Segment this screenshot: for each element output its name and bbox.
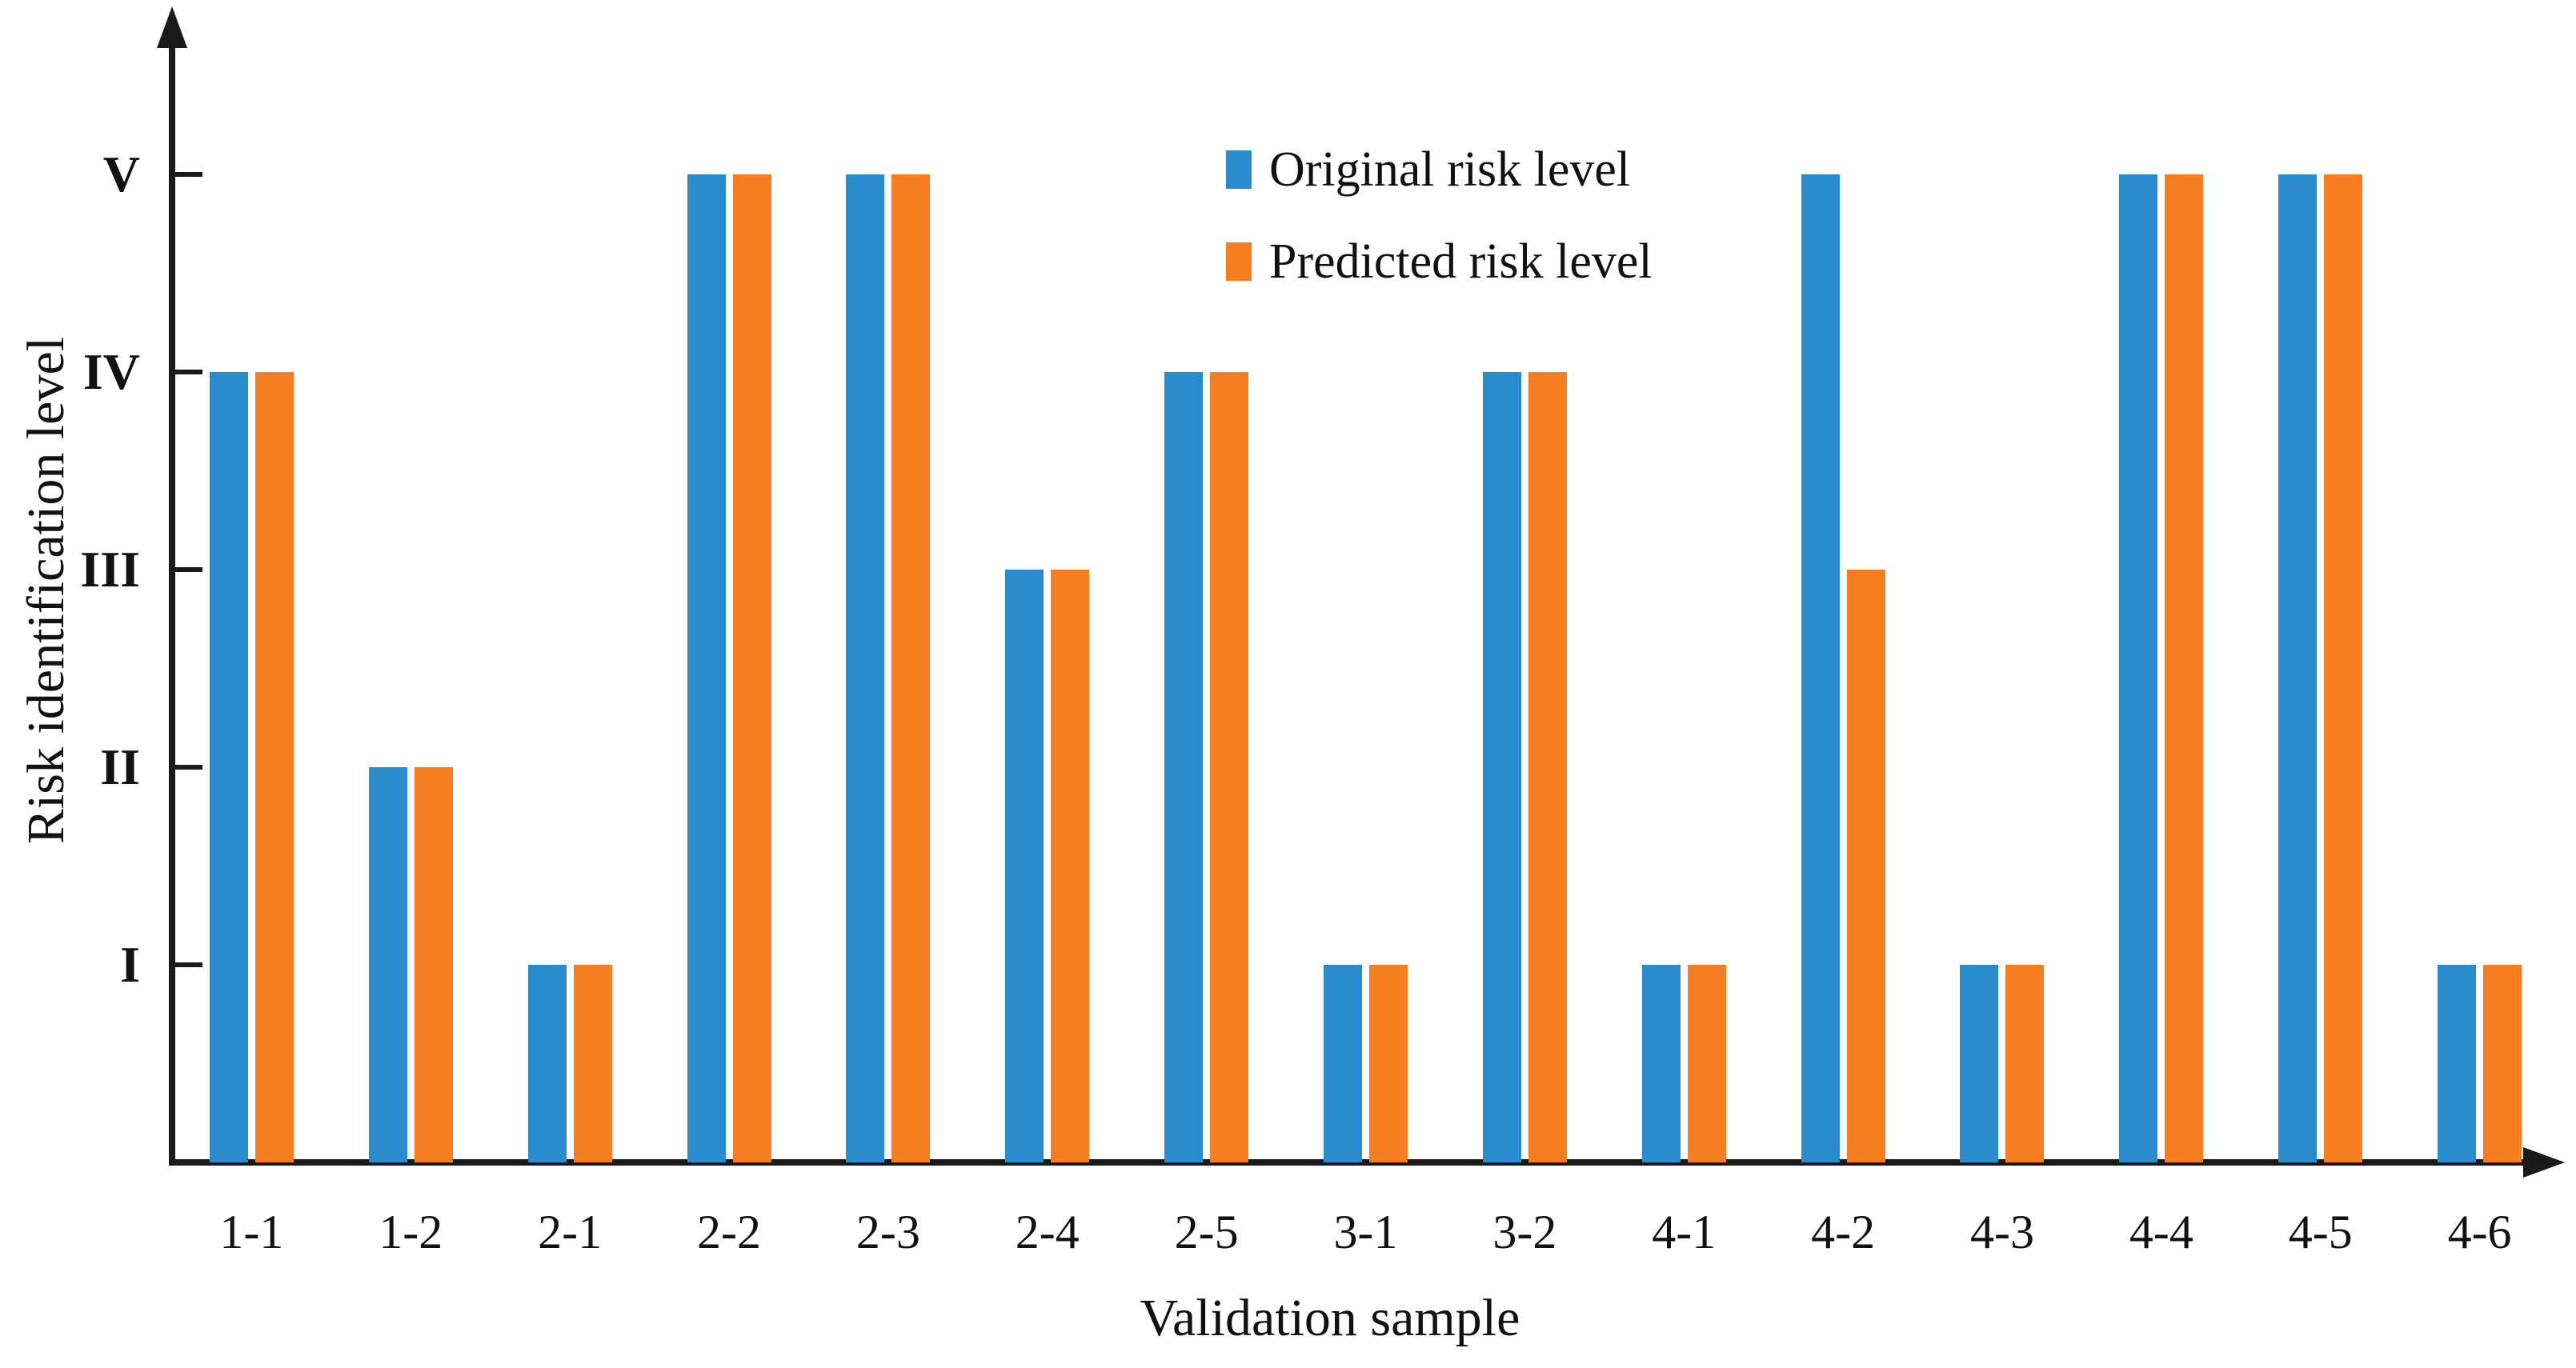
legend-label: Original risk level (1269, 142, 1631, 197)
x-tick-label: 4-3 (1969, 1206, 2034, 1258)
y-axis-tick (172, 765, 202, 770)
legend-item: Predicted risk level (1226, 234, 1882, 290)
y-tick-label: I (120, 936, 140, 993)
x-tick-label: 2-3 (855, 1206, 920, 1258)
bar-predicted-2-1 (573, 965, 612, 1162)
y-tick-label: III (80, 541, 140, 598)
bar-predicted-3-2 (1528, 372, 1567, 1162)
legend-item: Original risk level (1226, 142, 1882, 198)
legend-label: Predicted risk level (1269, 234, 1653, 289)
bar-predicted-4-5 (2324, 174, 2363, 1162)
x-tick-label: 3-1 (1333, 1206, 1398, 1258)
bar-original-2-4 (1005, 570, 1044, 1162)
x-tick-label: 2-2 (697, 1206, 762, 1258)
y-axis-tick (172, 567, 202, 572)
x-tick-label: 1-2 (379, 1206, 443, 1258)
y-axis-tick (172, 172, 202, 177)
legend: Original risk level Predicted risk level (1226, 142, 1882, 358)
bar-original-3-2 (1482, 372, 1521, 1162)
bar-original-4-1 (1641, 965, 1681, 1162)
bar-predicted-2-2 (732, 174, 771, 1162)
bar-original-4-5 (2278, 174, 2318, 1162)
bar-predicted-2-3 (891, 174, 931, 1162)
bar-predicted-3-1 (1369, 965, 1408, 1162)
bar-predicted-2-5 (1210, 372, 1249, 1162)
y-tick-label: V (102, 146, 140, 202)
bar-original-4-6 (2438, 965, 2477, 1162)
y-axis-tick (172, 962, 202, 967)
x-tick-label: 4-4 (2129, 1206, 2193, 1258)
bar-predicted-1-1 (254, 372, 294, 1162)
bar-original-4-3 (1960, 965, 1999, 1162)
bar-predicted-2-4 (1051, 570, 1090, 1162)
x-axis-arrow-icon (2523, 1147, 2565, 1178)
x-axis-line (169, 1159, 2530, 1166)
y-axis-title: Risk identification level (17, 336, 75, 845)
y-tick-label: IV (82, 343, 140, 400)
legend-swatch-predicted-icon (1226, 242, 1252, 281)
y-axis-arrow-icon (157, 6, 187, 48)
bar-original-2-2 (687, 174, 726, 1162)
bar-predicted-1-2 (414, 767, 453, 1162)
bar-original-4-2 (1801, 174, 1840, 1162)
y-tick-label: II (100, 738, 140, 795)
x-tick-label: 4-5 (2288, 1206, 2353, 1258)
legend-swatch-original-icon (1226, 150, 1252, 189)
y-axis-line (169, 32, 175, 1166)
bar-predicted-4-2 (1846, 570, 1885, 1162)
bar-predicted-4-6 (2483, 965, 2522, 1162)
x-tick-label: 4-1 (1652, 1206, 1717, 1258)
bar-original-4-4 (2119, 174, 2158, 1162)
bar-original-1-2 (368, 767, 407, 1162)
x-axis-title: Validation sample (1140, 1289, 1520, 1347)
x-tick-label: 2-1 (538, 1206, 603, 1258)
bar-predicted-4-4 (2165, 174, 2204, 1162)
x-tick-label: 2-5 (1174, 1206, 1239, 1258)
bar-original-3-1 (1324, 965, 1362, 1162)
x-tick-label: 4-6 (2447, 1206, 2512, 1258)
bar-original-2-3 (846, 174, 885, 1162)
bar-predicted-4-1 (1687, 965, 1726, 1162)
y-axis-tick (172, 370, 202, 374)
x-tick-label: 4-2 (1811, 1206, 1876, 1258)
x-tick-label: 3-2 (1492, 1206, 1557, 1258)
bar-original-2-5 (1164, 372, 1204, 1162)
bar-predicted-4-3 (2005, 965, 2045, 1162)
bar-original-1-1 (209, 372, 248, 1162)
x-tick-label: 2-4 (1015, 1206, 1080, 1258)
bar-original-2-1 (527, 965, 567, 1162)
x-tick-label: 1-1 (219, 1206, 284, 1258)
